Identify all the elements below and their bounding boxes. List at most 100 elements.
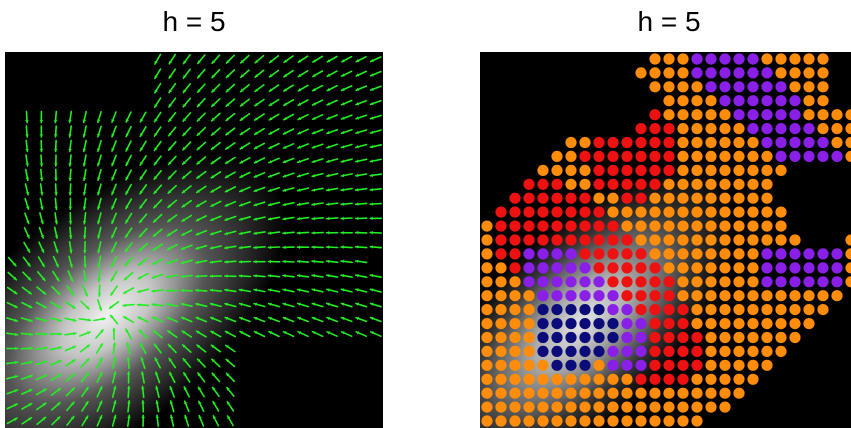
vector-arrowhead xyxy=(226,117,230,121)
vector-arrowhead xyxy=(297,145,301,149)
cluster-dot xyxy=(593,276,605,288)
cluster-dot xyxy=(705,318,717,330)
cluster-dot xyxy=(593,136,605,149)
cluster-dot xyxy=(761,234,773,246)
cluster-dot xyxy=(621,304,633,316)
cluster-dot xyxy=(691,136,703,149)
vector-arrowhead xyxy=(225,174,229,178)
vector-arrowhead xyxy=(195,274,199,279)
cluster-dot xyxy=(817,304,829,316)
cluster-dot xyxy=(761,178,773,190)
vector-arrowhead xyxy=(183,89,187,93)
cluster-dot xyxy=(621,415,633,427)
cluster-dot xyxy=(747,150,759,162)
cluster-dot xyxy=(719,109,731,121)
cluster-dot xyxy=(579,192,591,204)
vector-arrowhead xyxy=(297,302,301,306)
cluster-dot xyxy=(481,220,493,232)
cluster-dot xyxy=(565,136,577,149)
cluster-dot xyxy=(607,373,619,385)
cluster-dot xyxy=(817,136,829,149)
vector-arrowhead xyxy=(155,372,159,376)
vector-arrowhead xyxy=(26,234,30,238)
cluster-dot xyxy=(537,206,549,218)
vector-arrowhead xyxy=(196,189,200,193)
vector-arrowhead xyxy=(268,316,272,321)
vector-arrowhead xyxy=(29,346,33,351)
vector-arrowhead xyxy=(326,130,330,135)
vector-arrowhead xyxy=(82,119,87,123)
vector-arrowhead xyxy=(370,245,373,249)
cluster-dot xyxy=(705,401,717,413)
vector-arrowhead xyxy=(25,119,29,123)
vector-arrowhead xyxy=(55,263,59,267)
vector-arrowhead xyxy=(169,358,172,362)
vector-arrowhead xyxy=(181,260,185,265)
vector-arrowhead xyxy=(111,162,115,166)
vector-arrowhead xyxy=(370,101,374,106)
cluster-dot xyxy=(621,318,633,330)
vector-arrowhead xyxy=(167,316,171,321)
cluster-dot xyxy=(495,318,507,330)
cluster-dot xyxy=(705,81,717,93)
vector-arrowhead xyxy=(283,102,287,106)
cluster-dot xyxy=(803,262,815,274)
cluster-dot xyxy=(495,331,507,344)
vector-arrowhead xyxy=(97,293,102,297)
vector-arrowhead xyxy=(111,220,115,224)
vector-arrowhead xyxy=(297,159,301,164)
vector-arrowhead xyxy=(42,417,46,421)
vector-arrowhead xyxy=(152,275,156,279)
vector-arrowhead xyxy=(183,103,187,107)
right-panel-title: h = 5 xyxy=(637,6,701,37)
cluster-dot xyxy=(733,192,745,204)
vector-arrowhead xyxy=(84,292,88,296)
vector-arrowhead xyxy=(127,386,131,390)
vector-arrowhead xyxy=(83,250,87,253)
vector-arrowhead xyxy=(182,161,186,165)
vector-arrowhead xyxy=(211,175,215,178)
cluster-dot xyxy=(733,262,745,274)
vector-arrowhead xyxy=(85,401,88,405)
cluster-dot xyxy=(663,192,675,204)
vector-arrowhead xyxy=(210,203,214,207)
cluster-dot xyxy=(719,53,731,65)
vector-arrowhead xyxy=(197,160,201,164)
cluster-dot xyxy=(677,192,689,204)
cluster-dot xyxy=(481,290,493,302)
cluster-dot xyxy=(551,373,563,385)
vector-arrowhead xyxy=(39,119,44,123)
cluster-dot xyxy=(537,234,549,246)
vector-arrowhead xyxy=(183,132,187,136)
vector-arrowhead xyxy=(183,74,187,79)
cluster-dot xyxy=(719,359,731,371)
cluster-dot xyxy=(621,331,633,344)
vector-arrowhead xyxy=(225,131,230,135)
vector-arrowhead xyxy=(240,331,244,335)
cluster-dot xyxy=(635,248,647,260)
vector-arrowhead xyxy=(168,204,172,208)
cluster-dot xyxy=(789,304,801,316)
cluster-dot xyxy=(677,109,689,121)
vector-arrowhead xyxy=(125,205,129,209)
vector-arrowhead xyxy=(298,88,302,92)
cluster-dot xyxy=(593,164,605,176)
vector-arrowhead xyxy=(341,316,345,321)
cluster-dot xyxy=(705,95,717,107)
vector-arrowhead xyxy=(355,145,359,149)
cluster-dot xyxy=(831,262,843,274)
cluster-dot xyxy=(607,276,619,288)
vector-arrowhead xyxy=(370,216,373,221)
vector-arrowhead xyxy=(126,371,131,375)
cluster-dot xyxy=(663,262,675,274)
vector-arrowhead xyxy=(97,264,101,268)
cluster-dot xyxy=(789,290,801,302)
vector-arrowhead xyxy=(211,189,215,193)
vector-arrowhead xyxy=(57,374,61,378)
cluster-dot xyxy=(719,81,731,93)
vector-arrowhead xyxy=(25,148,29,152)
vector-arrowhead xyxy=(110,292,114,296)
vector-arrowhead xyxy=(68,206,73,210)
vector-arrowhead xyxy=(312,216,315,221)
cluster-dot xyxy=(817,276,829,288)
